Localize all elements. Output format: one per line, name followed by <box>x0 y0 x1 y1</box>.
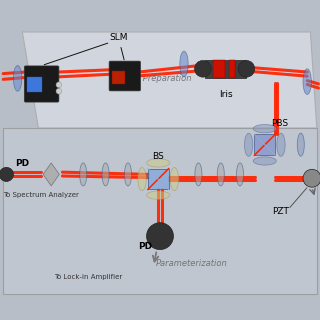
Bar <box>148 169 169 189</box>
Ellipse shape <box>277 133 285 156</box>
Circle shape <box>195 60 211 77</box>
Ellipse shape <box>138 168 146 191</box>
Circle shape <box>147 223 173 250</box>
Ellipse shape <box>147 159 170 167</box>
Ellipse shape <box>124 163 132 186</box>
Circle shape <box>56 82 62 88</box>
Text: PZT: PZT <box>273 207 289 216</box>
FancyBboxPatch shape <box>109 61 140 91</box>
Circle shape <box>238 60 255 77</box>
Ellipse shape <box>170 168 179 191</box>
Text: Parameterization: Parameterization <box>156 260 228 268</box>
Bar <box>205 60 246 78</box>
Ellipse shape <box>303 69 311 94</box>
Ellipse shape <box>244 133 253 156</box>
Polygon shape <box>43 163 59 186</box>
Bar <box>254 134 275 155</box>
Bar <box>213 60 225 78</box>
Text: To Lock-in Amplifier: To Lock-in Amplifier <box>54 274 123 280</box>
Bar <box>229 60 235 78</box>
Bar <box>27 77 42 92</box>
Text: PBS: PBS <box>271 119 288 128</box>
Circle shape <box>56 88 62 94</box>
Ellipse shape <box>217 163 224 186</box>
Ellipse shape <box>13 66 22 91</box>
Polygon shape <box>3 128 317 294</box>
Ellipse shape <box>236 163 244 186</box>
Bar <box>112 71 125 84</box>
Text: Probe Preparation: Probe Preparation <box>116 74 191 83</box>
Polygon shape <box>22 32 317 128</box>
Text: To Spectrum Analyzer: To Spectrum Analyzer <box>3 192 79 198</box>
Ellipse shape <box>253 124 276 133</box>
Ellipse shape <box>147 191 170 199</box>
Text: SLM: SLM <box>109 33 128 60</box>
Text: PD: PD <box>139 242 153 251</box>
Circle shape <box>303 169 320 187</box>
Ellipse shape <box>80 163 87 186</box>
Text: BS: BS <box>153 152 164 161</box>
Ellipse shape <box>180 51 188 77</box>
Text: Iris: Iris <box>219 90 232 99</box>
Text: PD: PD <box>15 159 29 168</box>
Ellipse shape <box>102 163 109 186</box>
Ellipse shape <box>253 157 276 165</box>
Circle shape <box>0 167 13 181</box>
FancyBboxPatch shape <box>24 66 59 102</box>
Ellipse shape <box>195 163 202 186</box>
Ellipse shape <box>297 133 304 156</box>
